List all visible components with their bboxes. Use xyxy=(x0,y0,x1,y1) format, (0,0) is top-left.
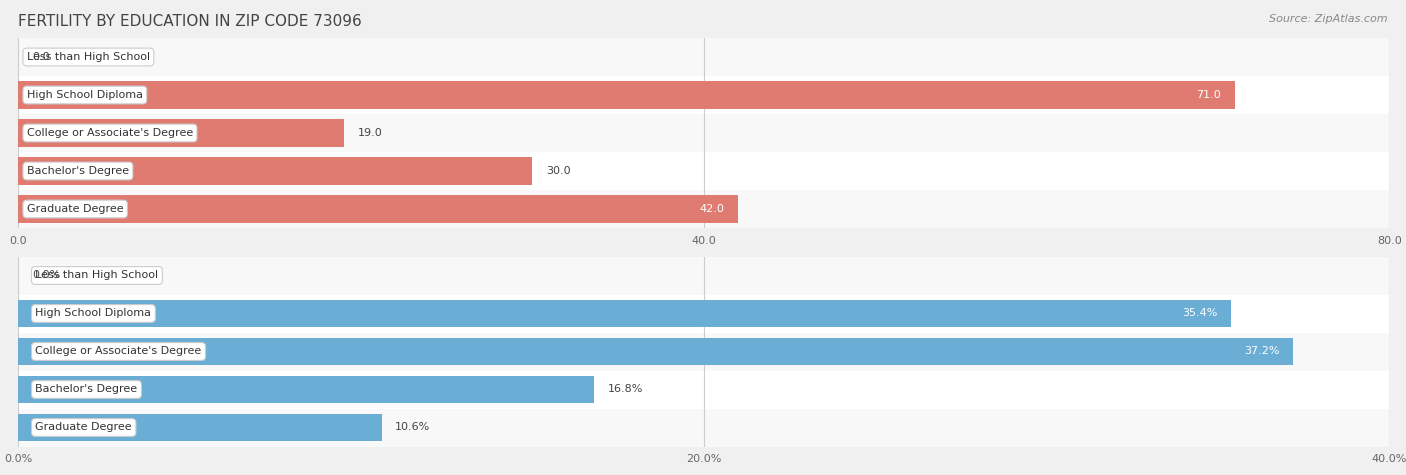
Bar xyxy=(18,157,533,185)
Text: High School Diploma: High School Diploma xyxy=(27,90,143,100)
Bar xyxy=(18,195,738,223)
Bar xyxy=(18,300,1232,327)
Text: FERTILITY BY EDUCATION IN ZIP CODE 73096: FERTILITY BY EDUCATION IN ZIP CODE 73096 xyxy=(18,14,361,29)
Text: 19.0: 19.0 xyxy=(357,128,382,138)
Bar xyxy=(18,408,1389,446)
Bar xyxy=(18,332,1389,371)
Text: 30.0: 30.0 xyxy=(546,166,571,176)
Text: Bachelor's Degree: Bachelor's Degree xyxy=(35,384,138,395)
Text: 0.0: 0.0 xyxy=(32,52,49,62)
Text: 16.8%: 16.8% xyxy=(607,384,643,395)
Text: Graduate Degree: Graduate Degree xyxy=(27,204,124,214)
Bar xyxy=(18,294,1389,332)
Bar xyxy=(18,81,1234,109)
Bar xyxy=(18,190,1389,228)
Text: 35.4%: 35.4% xyxy=(1182,308,1218,319)
Bar xyxy=(18,370,1389,408)
Bar xyxy=(18,38,1389,76)
Text: Bachelor's Degree: Bachelor's Degree xyxy=(27,166,129,176)
Text: 42.0: 42.0 xyxy=(699,204,724,214)
Bar xyxy=(18,256,1389,294)
Bar xyxy=(18,114,1389,152)
Bar xyxy=(18,376,595,403)
Bar xyxy=(18,119,344,147)
Text: 10.6%: 10.6% xyxy=(395,422,430,433)
Text: 0.0%: 0.0% xyxy=(32,270,60,281)
Text: Less than High School: Less than High School xyxy=(27,52,150,62)
Text: Source: ZipAtlas.com: Source: ZipAtlas.com xyxy=(1270,14,1388,24)
Bar xyxy=(18,152,1389,190)
Text: Less than High School: Less than High School xyxy=(35,270,159,281)
Text: College or Associate's Degree: College or Associate's Degree xyxy=(35,346,201,357)
Text: Graduate Degree: Graduate Degree xyxy=(35,422,132,433)
Text: College or Associate's Degree: College or Associate's Degree xyxy=(27,128,193,138)
Bar xyxy=(18,338,1294,365)
Text: 37.2%: 37.2% xyxy=(1244,346,1279,357)
Bar xyxy=(18,76,1389,114)
Text: 71.0: 71.0 xyxy=(1197,90,1222,100)
Bar xyxy=(18,414,381,441)
Text: High School Diploma: High School Diploma xyxy=(35,308,152,319)
